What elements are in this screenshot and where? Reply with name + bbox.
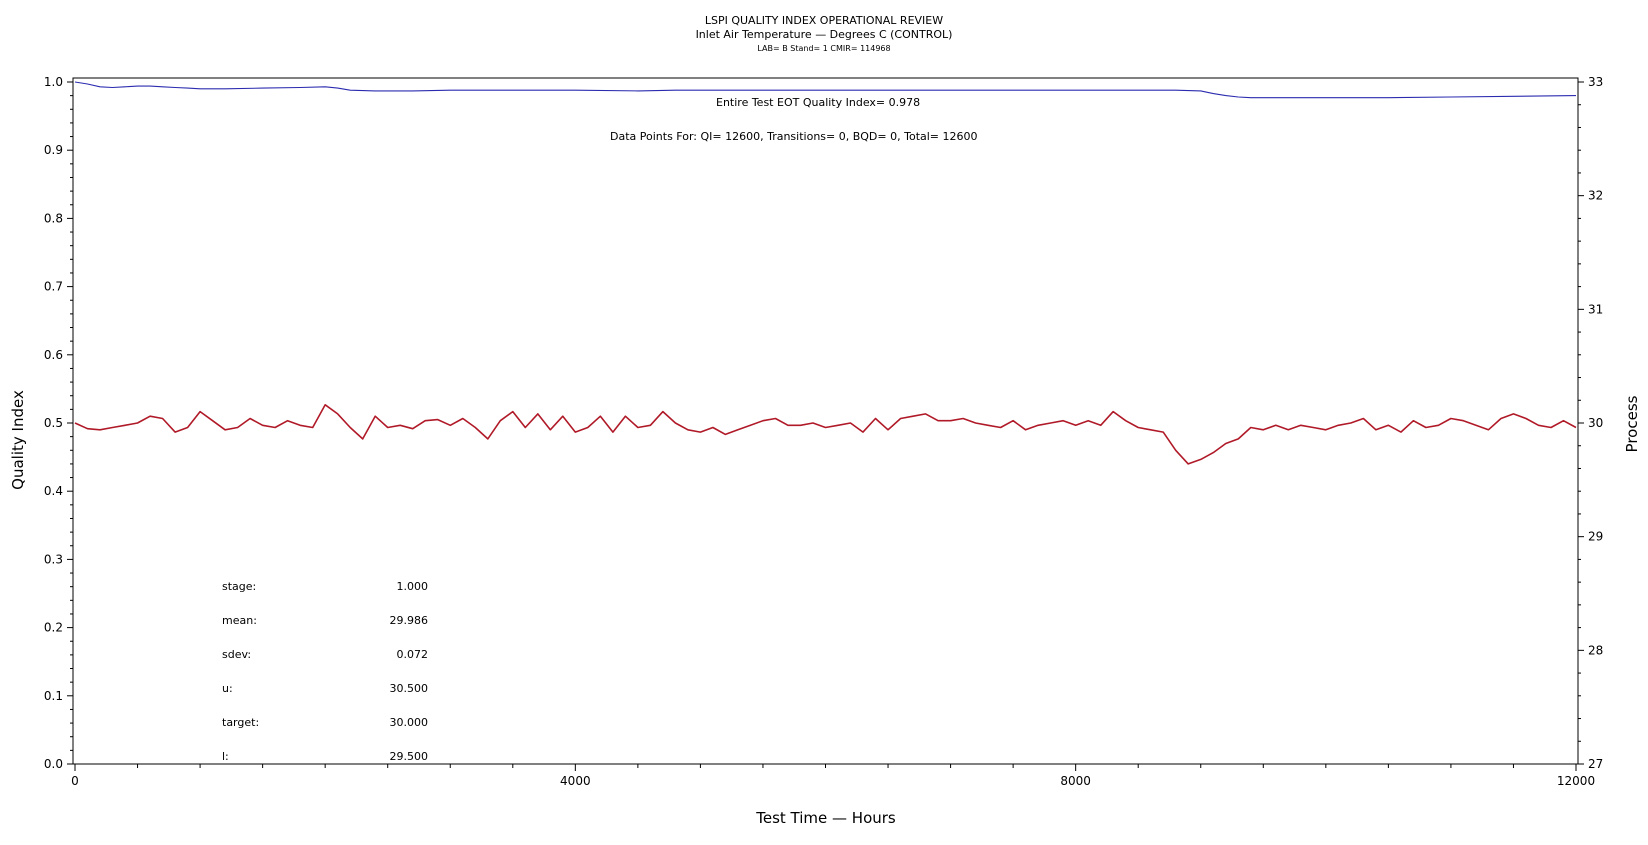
y-left-tick-label: 0.4 xyxy=(44,484,63,498)
y-left-tick-label: 0.1 xyxy=(44,689,63,703)
x-tick-label: 0 xyxy=(71,774,79,788)
stat-value: 29.500 xyxy=(390,750,429,763)
series-line-left xyxy=(74,81,1577,99)
y-axis-right-label: Process xyxy=(1623,395,1641,452)
y-left-tick-label: 0.9 xyxy=(44,143,63,157)
plot-frame xyxy=(72,77,1579,765)
data-points-annotation: Data Points For: QI= 12600, Transitions=… xyxy=(610,130,978,143)
series-group xyxy=(74,81,1577,465)
stat-value: 0.072 xyxy=(397,648,429,661)
y-right-tick-label: 30 xyxy=(1588,416,1603,430)
stat-value: 30.500 xyxy=(390,682,429,695)
stat-label: mean: xyxy=(222,614,257,627)
stat-label: u: xyxy=(222,682,233,695)
stat-label: l: xyxy=(222,750,229,763)
y-right-tick-label: 28 xyxy=(1588,643,1603,657)
eot-annotation: Entire Test EOT Quality Index= 0.978 xyxy=(716,96,920,109)
stat-value: 30.000 xyxy=(390,716,429,729)
y-left-tick-label: 0.5 xyxy=(44,416,63,430)
y-right-tick-label: 33 xyxy=(1588,75,1603,89)
stats-block: stage: 1.000 mean: 29.986 sdev: 0.072 u: 30.500… xyxy=(222,580,428,763)
x-tick-label: 8000 xyxy=(1060,774,1091,788)
y-left-tick-label: 0.8 xyxy=(44,211,63,225)
x-tick-label: 4000 xyxy=(560,774,591,788)
x-tick-label: 12000 xyxy=(1557,774,1595,788)
y-left-tick-label: 0.2 xyxy=(44,621,63,635)
chart-subtitle: Inlet Air Temperature — Degrees C (CONTR… xyxy=(696,28,953,41)
y-left-tick-label: 0.0 xyxy=(44,757,63,771)
y-right-tick-label: 29 xyxy=(1588,530,1603,544)
y-axis-left-label: Quality Index xyxy=(9,390,27,490)
stat-label: stage: xyxy=(222,580,256,593)
y-left-tick-label: 0.6 xyxy=(44,348,63,362)
axis-ticks: 0.0 0.1 0.2 0.3 0.4 0.5 0.6 0.7 0.8 0.9 1.0 27 28 29 3… xyxy=(44,75,1603,788)
y-left-tick-label: 0.7 xyxy=(44,280,63,294)
y-right-tick-label: 27 xyxy=(1588,757,1603,771)
y-right-tick-label: 31 xyxy=(1588,302,1603,316)
stat-label: sdev: xyxy=(222,648,251,661)
chart-subtitle-2: LAB= B Stand= 1 CMIR= 114968 xyxy=(757,44,890,53)
y-left-tick-label: 0.3 xyxy=(44,552,63,566)
series-line-right xyxy=(74,404,1577,465)
x-axis-label: Test Time — Hours xyxy=(755,809,896,827)
y-left-tick-label: 1.0 xyxy=(44,75,63,89)
stat-value: 1.000 xyxy=(397,580,429,593)
stat-label: target: xyxy=(222,716,259,729)
chart-title: LSPI QUALITY INDEX OPERATIONAL REVIEW xyxy=(705,14,943,27)
y-right-tick-label: 32 xyxy=(1588,189,1603,203)
stat-value: 29.986 xyxy=(390,614,429,627)
